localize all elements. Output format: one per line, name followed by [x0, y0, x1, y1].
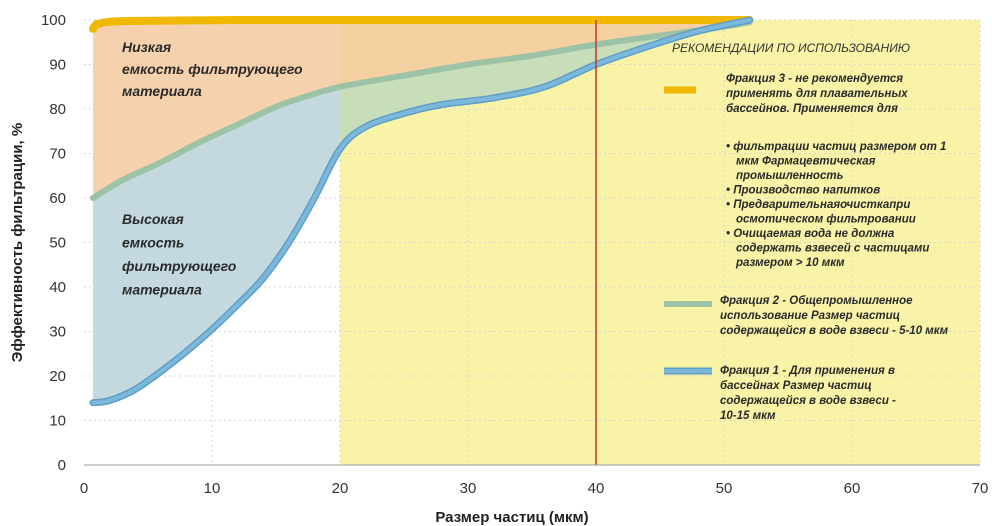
y-tick-label-40: 40 — [49, 279, 66, 296]
legend: РЕКОМЕНДАЦИИ ПО ИСПОЛЬЗОВАНИЮ Фракция 3 -… — [664, 41, 949, 422]
legend-heading: РЕКОМЕНДАЦИИ ПО ИСПОЛЬЗОВАНИЮ — [672, 41, 910, 55]
legend-fraction-1-line-1: бассейнах Размер частиц — [720, 380, 872, 392]
legend-bullet-3-line-2: размером > 10 мкм — [735, 257, 845, 269]
bottom-region-label-line-2: фильтрующего — [122, 258, 237, 274]
x-tick-label-70: 70 — [972, 480, 989, 497]
grid — [84, 19, 981, 465]
bottom-region-label-line-3: материала — [122, 282, 202, 298]
y-tick-label-20: 20 — [49, 368, 66, 385]
y-tick-label-50: 50 — [49, 235, 66, 252]
legend-bullet-3-line-1: содержать взвесей с частицами — [736, 243, 929, 255]
x-tick-label-20: 20 — [332, 480, 349, 497]
region-annotations: Низкая емкость фильтрующего материала Высок… — [122, 39, 303, 298]
series-line-fraction-1-highlight — [91, 18, 752, 405]
legend-fraction-3-line-2: бассейнов. Применяется для — [726, 103, 898, 115]
x-axis-title: Размер частиц (мкм) — [435, 509, 588, 526]
legend-fraction-2-line-0: Фракция 2 - Общепромышленное — [720, 295, 913, 307]
x-tick-label-50: 50 — [716, 480, 733, 497]
x-tick-label-60: 60 — [844, 480, 861, 497]
legend-fraction-2-line-1: использование Размер частиц — [720, 310, 900, 322]
y-tick-label-10: 10 — [49, 413, 66, 430]
y-tick-label-90: 90 — [49, 57, 66, 74]
y-tick-label-0: 0 — [58, 457, 66, 474]
y-tick-label-30: 30 — [49, 324, 66, 341]
area-low-capacity — [93, 20, 750, 198]
legend-bullet-1-line-0: • Производство напитков — [726, 185, 880, 197]
top-region-label-line-2: материала — [122, 83, 202, 99]
top-region-label-line-0: Низкая — [122, 39, 171, 55]
legend-fraction-1-line-3: 10-15 мкм — [720, 410, 776, 422]
y-tick-label-100: 100 — [41, 12, 66, 29]
bottom-region-label-line-0: Высокая — [122, 211, 184, 227]
legend-fraction-3-line-0: Фракция 3 - не рекомендуется — [726, 73, 903, 85]
series-line-fraction-2 — [90, 19, 753, 201]
x-tick-label-0: 0 — [80, 480, 88, 497]
series-lines — [89, 15, 754, 407]
x-tick-label-30: 30 — [460, 480, 477, 497]
legend-bullet-3-line-0: • Очищаемая вода не должна — [726, 228, 895, 240]
series-line-fraction-3 — [89, 15, 754, 33]
legend-bullet-2-line-0: • Предварительнаяочисткапри — [726, 199, 910, 211]
legend-bullet-0-line-2: промышленность — [736, 170, 844, 182]
top-region-label-line-1: емкость фильтрующего — [122, 61, 303, 77]
y-tick-label-70: 70 — [49, 146, 66, 163]
legend-fraction-2-line-2: содержащейся в воде взвеси - 5-10 мкм — [720, 325, 949, 337]
y-axis-title: Эффективность фильтрации, % — [9, 123, 26, 362]
bottom-region-label-line-1: емкость — [122, 235, 184, 251]
axes: 0 10 20 30 40 50 60 70 80 90 100 0 10 20 30 40 50 60 70 Раз… — [9, 12, 988, 526]
x-tick-label-40: 40 — [588, 480, 605, 497]
legend-fraction-1-line-0: Фракция 1 - Для применения в — [720, 365, 895, 377]
y-tick-label-80: 80 — [49, 101, 66, 118]
legend-bullet-0-line-0: • фильтрации частиц размером от 1 — [726, 141, 946, 153]
y-tick-label-60: 60 — [49, 190, 66, 207]
legend-bullet-2-line-1: осмотическом фильтровании — [736, 214, 916, 226]
legend-fraction-3-line-1: применять для плавательных — [726, 88, 908, 100]
x-tick-label-10: 10 — [204, 480, 221, 497]
legend-fraction-1-line-2: содержащейся в воде взвеси - — [720, 395, 896, 407]
legend-bullet-0-line-1: мкм Фармацевтическая — [736, 156, 876, 168]
